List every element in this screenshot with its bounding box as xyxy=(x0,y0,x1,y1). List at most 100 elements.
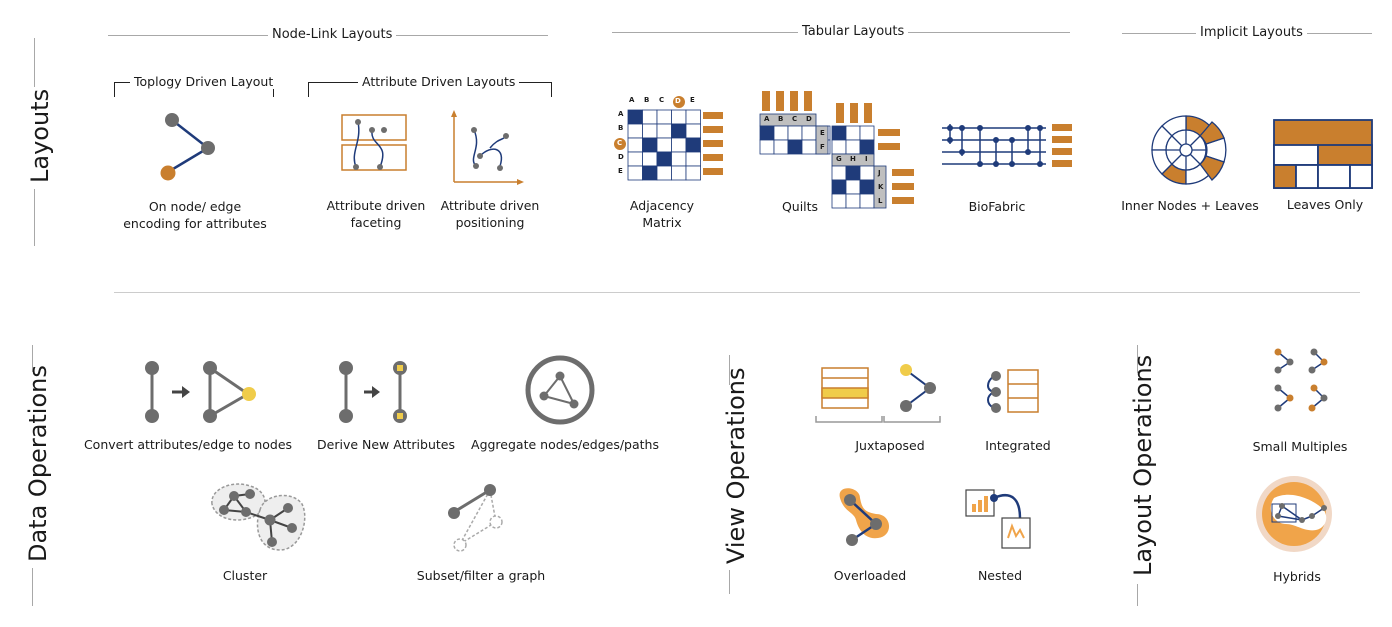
juxtaposed-label: Juxtaposed xyxy=(855,438,925,453)
nested-icon xyxy=(965,489,1031,549)
view-operations-title: View Operations xyxy=(722,367,750,570)
nested-label: Nested xyxy=(977,568,1023,583)
quilt-label-a: A xyxy=(764,115,770,123)
small-multiples-label: Small Multiples xyxy=(1252,439,1348,454)
adjacency-cell xyxy=(685,137,701,153)
overloaded-label: Overloaded xyxy=(833,568,907,583)
quilt-label-k: K xyxy=(878,183,884,191)
attribute-header: Attribute Driven Layouts xyxy=(358,74,520,89)
aggregate-label: Aggregate nodes/edges/paths xyxy=(471,437,659,452)
adjacency-cell xyxy=(627,165,643,181)
subset-filter-icon xyxy=(448,484,503,552)
small-multiples-icon xyxy=(1274,348,1328,412)
adj-col-d: D xyxy=(675,97,681,105)
section-divider xyxy=(114,292,1360,293)
adj-row-a: A xyxy=(618,110,624,118)
subset-label: Subset/filter a graph xyxy=(416,568,546,583)
aggregate-icon xyxy=(525,355,595,425)
integrated-label: Integrated xyxy=(985,438,1051,453)
biofabric-label: BioFabric xyxy=(968,199,1026,214)
implicit-header: Implicit Layouts xyxy=(1196,25,1307,40)
adj-row-b: B xyxy=(618,124,624,132)
adjacency-cell xyxy=(685,123,701,139)
data-ops-rule-top xyxy=(32,345,33,375)
integrated-icon xyxy=(987,369,1039,413)
cluster-label: Cluster xyxy=(222,568,268,583)
adjacency-cell xyxy=(642,137,658,153)
adjacency-cell xyxy=(685,165,701,181)
attribute-positioning-icon xyxy=(451,110,524,185)
adjacency-cell xyxy=(627,109,643,125)
sunburst-icon xyxy=(1151,115,1227,185)
adjacency-cell xyxy=(685,151,701,167)
layout-ops-rule-top xyxy=(1137,345,1138,373)
adjacency-cell xyxy=(656,165,672,181)
faceting-label: Attribute driven xyxy=(326,198,426,213)
on-node-label: On node/ edge xyxy=(148,199,242,214)
quilt-label-b: B xyxy=(778,115,784,123)
cluster-icon xyxy=(211,483,306,551)
inner-nodes-label: Inner Nodes + Leaves xyxy=(1121,198,1259,213)
quilt-label-e: E xyxy=(820,129,825,137)
derive-label: Derive New Attributes xyxy=(317,437,455,452)
derive-attributes-icon xyxy=(339,361,407,423)
adjacency-cell xyxy=(642,165,658,181)
adjacency-cell xyxy=(685,109,701,125)
adj-col-e: E xyxy=(690,96,695,104)
overloaded-icon xyxy=(839,488,890,546)
node-link-header: Node-Link Layouts xyxy=(268,27,397,42)
data-operations-title: Data Operations xyxy=(24,365,52,568)
hybrids-icon xyxy=(1256,476,1332,552)
adjacency-cell xyxy=(656,137,672,153)
layout-ops-rule-bottom xyxy=(1137,584,1138,606)
view-ops-rule-bottom xyxy=(729,568,730,594)
adjacency-cell xyxy=(642,123,658,139)
node-edge-encoding-icon xyxy=(160,113,215,181)
adjacency-label: Adjacency xyxy=(629,198,695,213)
adj-col-c: C xyxy=(659,96,665,104)
view-ops-rule-top xyxy=(729,355,730,385)
quilt-label-d: D xyxy=(806,115,812,123)
treemap-icon xyxy=(1273,119,1373,189)
adjacency-cell xyxy=(656,109,672,125)
adjacency-cell xyxy=(656,123,672,139)
adjacency-cell xyxy=(671,123,687,139)
attribute-faceting-icon xyxy=(341,114,407,171)
positioning-label-2: positioning xyxy=(455,215,525,230)
data-ops-rule-bottom xyxy=(32,568,33,606)
juxtaposed-icon xyxy=(815,364,941,423)
adjacency-cell xyxy=(671,165,687,181)
adj-row-e: E xyxy=(618,167,623,175)
leaves-only-label: Leaves Only xyxy=(1286,197,1364,212)
layouts-rule-top xyxy=(34,38,35,96)
on-node-label-2: encoding for attributes xyxy=(123,216,267,231)
adj-col-a: A xyxy=(629,96,635,104)
adj-row-d: D xyxy=(618,153,624,161)
faceting-label-2: faceting xyxy=(350,215,402,230)
adjacency-cell xyxy=(627,137,643,153)
adjacency-matrix-icon: A B C D E A B C D E xyxy=(614,96,734,186)
quilt-label-i: I xyxy=(865,155,868,163)
adjacency-cell xyxy=(671,137,687,153)
quilts-label: Quilts xyxy=(781,199,819,214)
adj-col-b: B xyxy=(644,96,650,104)
adjacency-cell xyxy=(627,151,643,167)
quilt-label-h: H xyxy=(850,155,856,163)
adjacency-cell xyxy=(642,151,658,167)
adj-row-c: C xyxy=(617,139,623,147)
adjacency-label-2: Matrix xyxy=(642,215,682,230)
positioning-label: Attribute driven xyxy=(440,198,540,213)
adjacency-cell xyxy=(671,151,687,167)
layout-operations-title: Layout Operations xyxy=(1129,355,1157,582)
convert-attributes-icon xyxy=(145,361,256,423)
adjacency-cell xyxy=(642,109,658,125)
topology-header: Toplogy Driven Layout xyxy=(130,74,278,89)
layouts-title: Layouts xyxy=(26,87,54,189)
tabular-header: Tabular Layouts xyxy=(798,24,909,39)
quilt-label-f: F xyxy=(820,143,825,151)
hybrids-label: Hybrids xyxy=(1273,569,1321,584)
biofabric-icon xyxy=(942,124,1072,167)
quilt-label-g: G xyxy=(836,155,842,163)
quilts-icon xyxy=(759,91,914,209)
quilt-label-c: C xyxy=(792,115,798,123)
